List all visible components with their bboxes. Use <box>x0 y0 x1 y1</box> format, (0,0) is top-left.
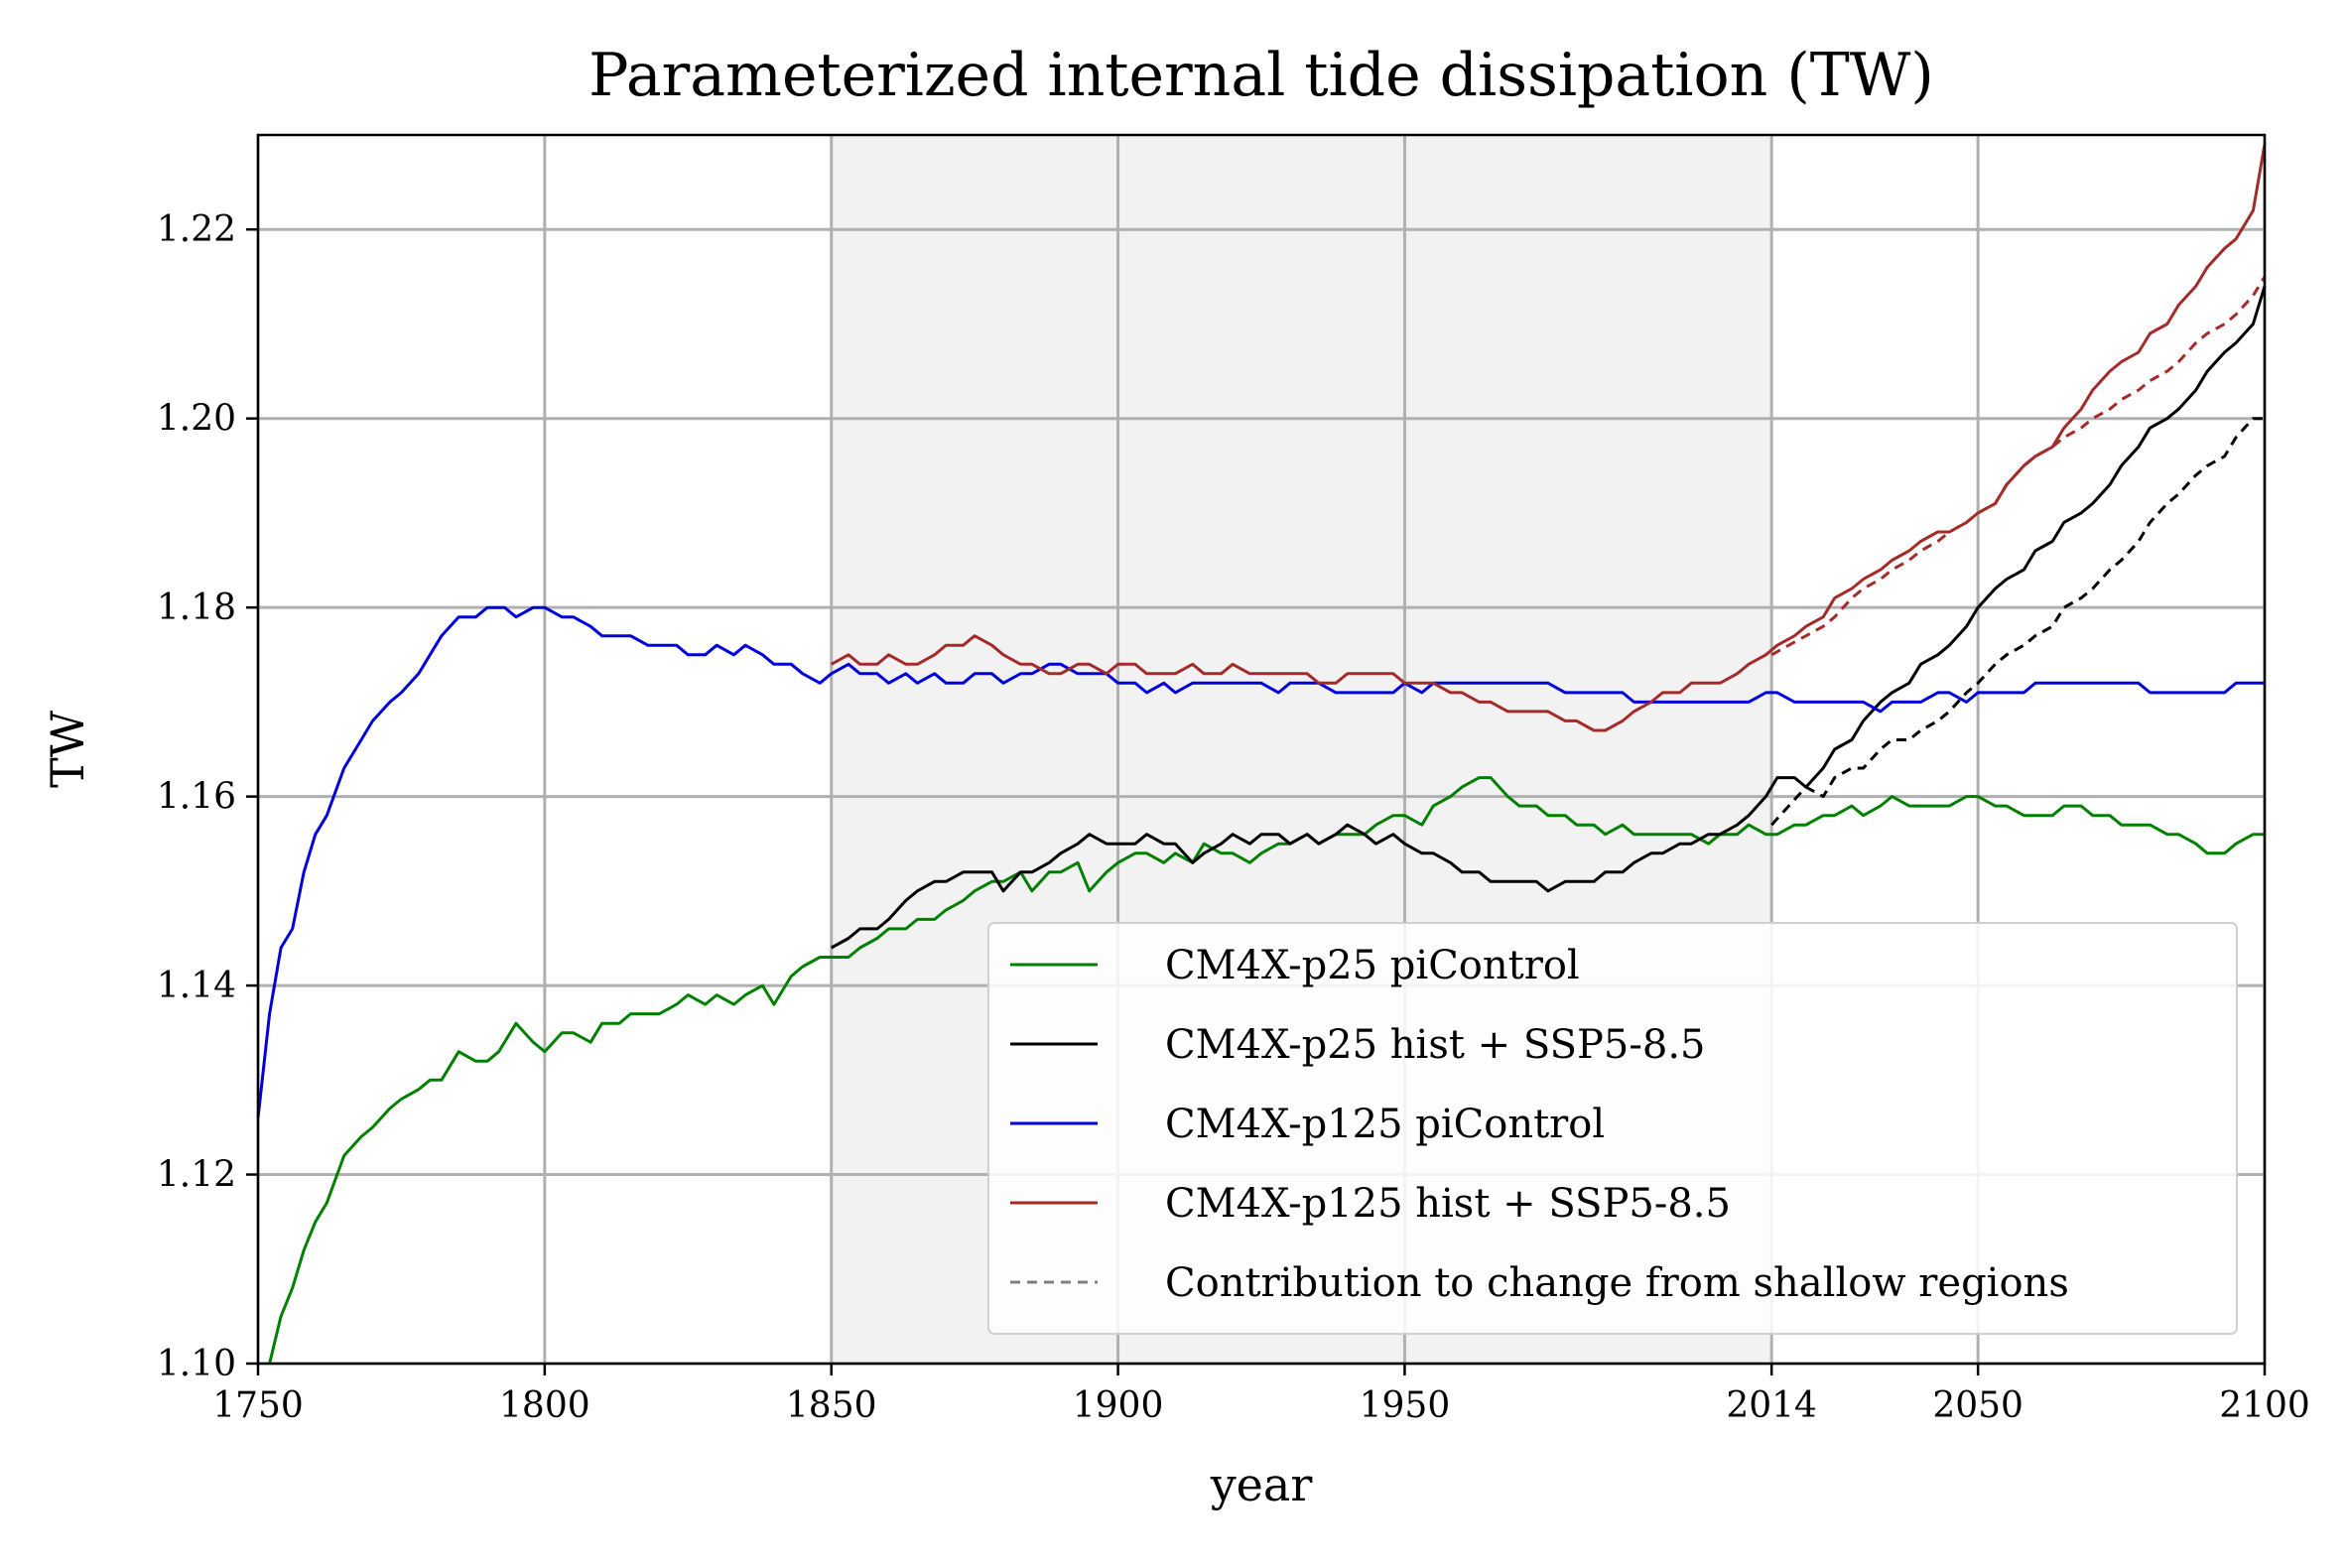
x-tick-layer: 1750 1800 1850 1900 1950 2014 2050 2100 <box>212 1364 2310 1426</box>
y-tick-label: 1.18 <box>157 588 236 628</box>
x-tick-label: 1800 <box>499 1385 590 1426</box>
chart-title: Parameterized internal tide dissipation … <box>588 41 1934 110</box>
x-tick-label: 2014 <box>1726 1385 1817 1426</box>
y-tick-label: 1.10 <box>157 1344 236 1384</box>
x-tick-label: 1750 <box>212 1385 304 1426</box>
y-tick-label: 1.20 <box>157 399 236 440</box>
plot-frame <box>256 133 2267 1366</box>
series-line-1 <box>830 285 2267 950</box>
x-tick-label: 1950 <box>1360 1385 1451 1426</box>
legend-label: CM4X-p25 piControl <box>1165 943 1580 988</box>
y-tick-label: 1.22 <box>157 209 236 250</box>
x-axis-label: year <box>1210 1458 1313 1511</box>
legend: CM4X-p25 piControl CM4X-p25 hist + SSP5-8… <box>987 922 2238 1335</box>
y-tick-label: 1.12 <box>157 1155 236 1196</box>
series-line-2 <box>256 605 2265 1118</box>
x-tick-label: 2050 <box>1932 1385 2023 1426</box>
series-line-4 <box>1770 417 2265 827</box>
y-tick-label: 1.14 <box>157 966 236 1006</box>
y-tick-label: 1.16 <box>157 777 236 818</box>
legend-label: CM4X-p125 piControl <box>1165 1102 1605 1147</box>
y-axis-label: TW <box>41 710 94 788</box>
legend-label: CM4X-p25 hist + SSP5-8.5 <box>1165 1022 1706 1068</box>
legend-label: CM4X-p125 hist + SSP5-8.5 <box>1165 1181 1731 1227</box>
series-line-5 <box>1770 276 2267 657</box>
legend-label: Contribution to change from shallow regi… <box>1165 1260 2069 1306</box>
x-tick-label: 1850 <box>786 1385 877 1426</box>
series-line-0 <box>268 776 2265 1365</box>
legend-box <box>987 922 2238 1335</box>
y-tick-layer: 1.10 1.12 1.14 1.16 1.18 1.20 1.22 <box>157 209 258 1384</box>
series-layer <box>256 144 2267 1365</box>
x-tick-label: 2100 <box>2219 1385 2310 1426</box>
x-tick-label: 1900 <box>1073 1385 1164 1426</box>
